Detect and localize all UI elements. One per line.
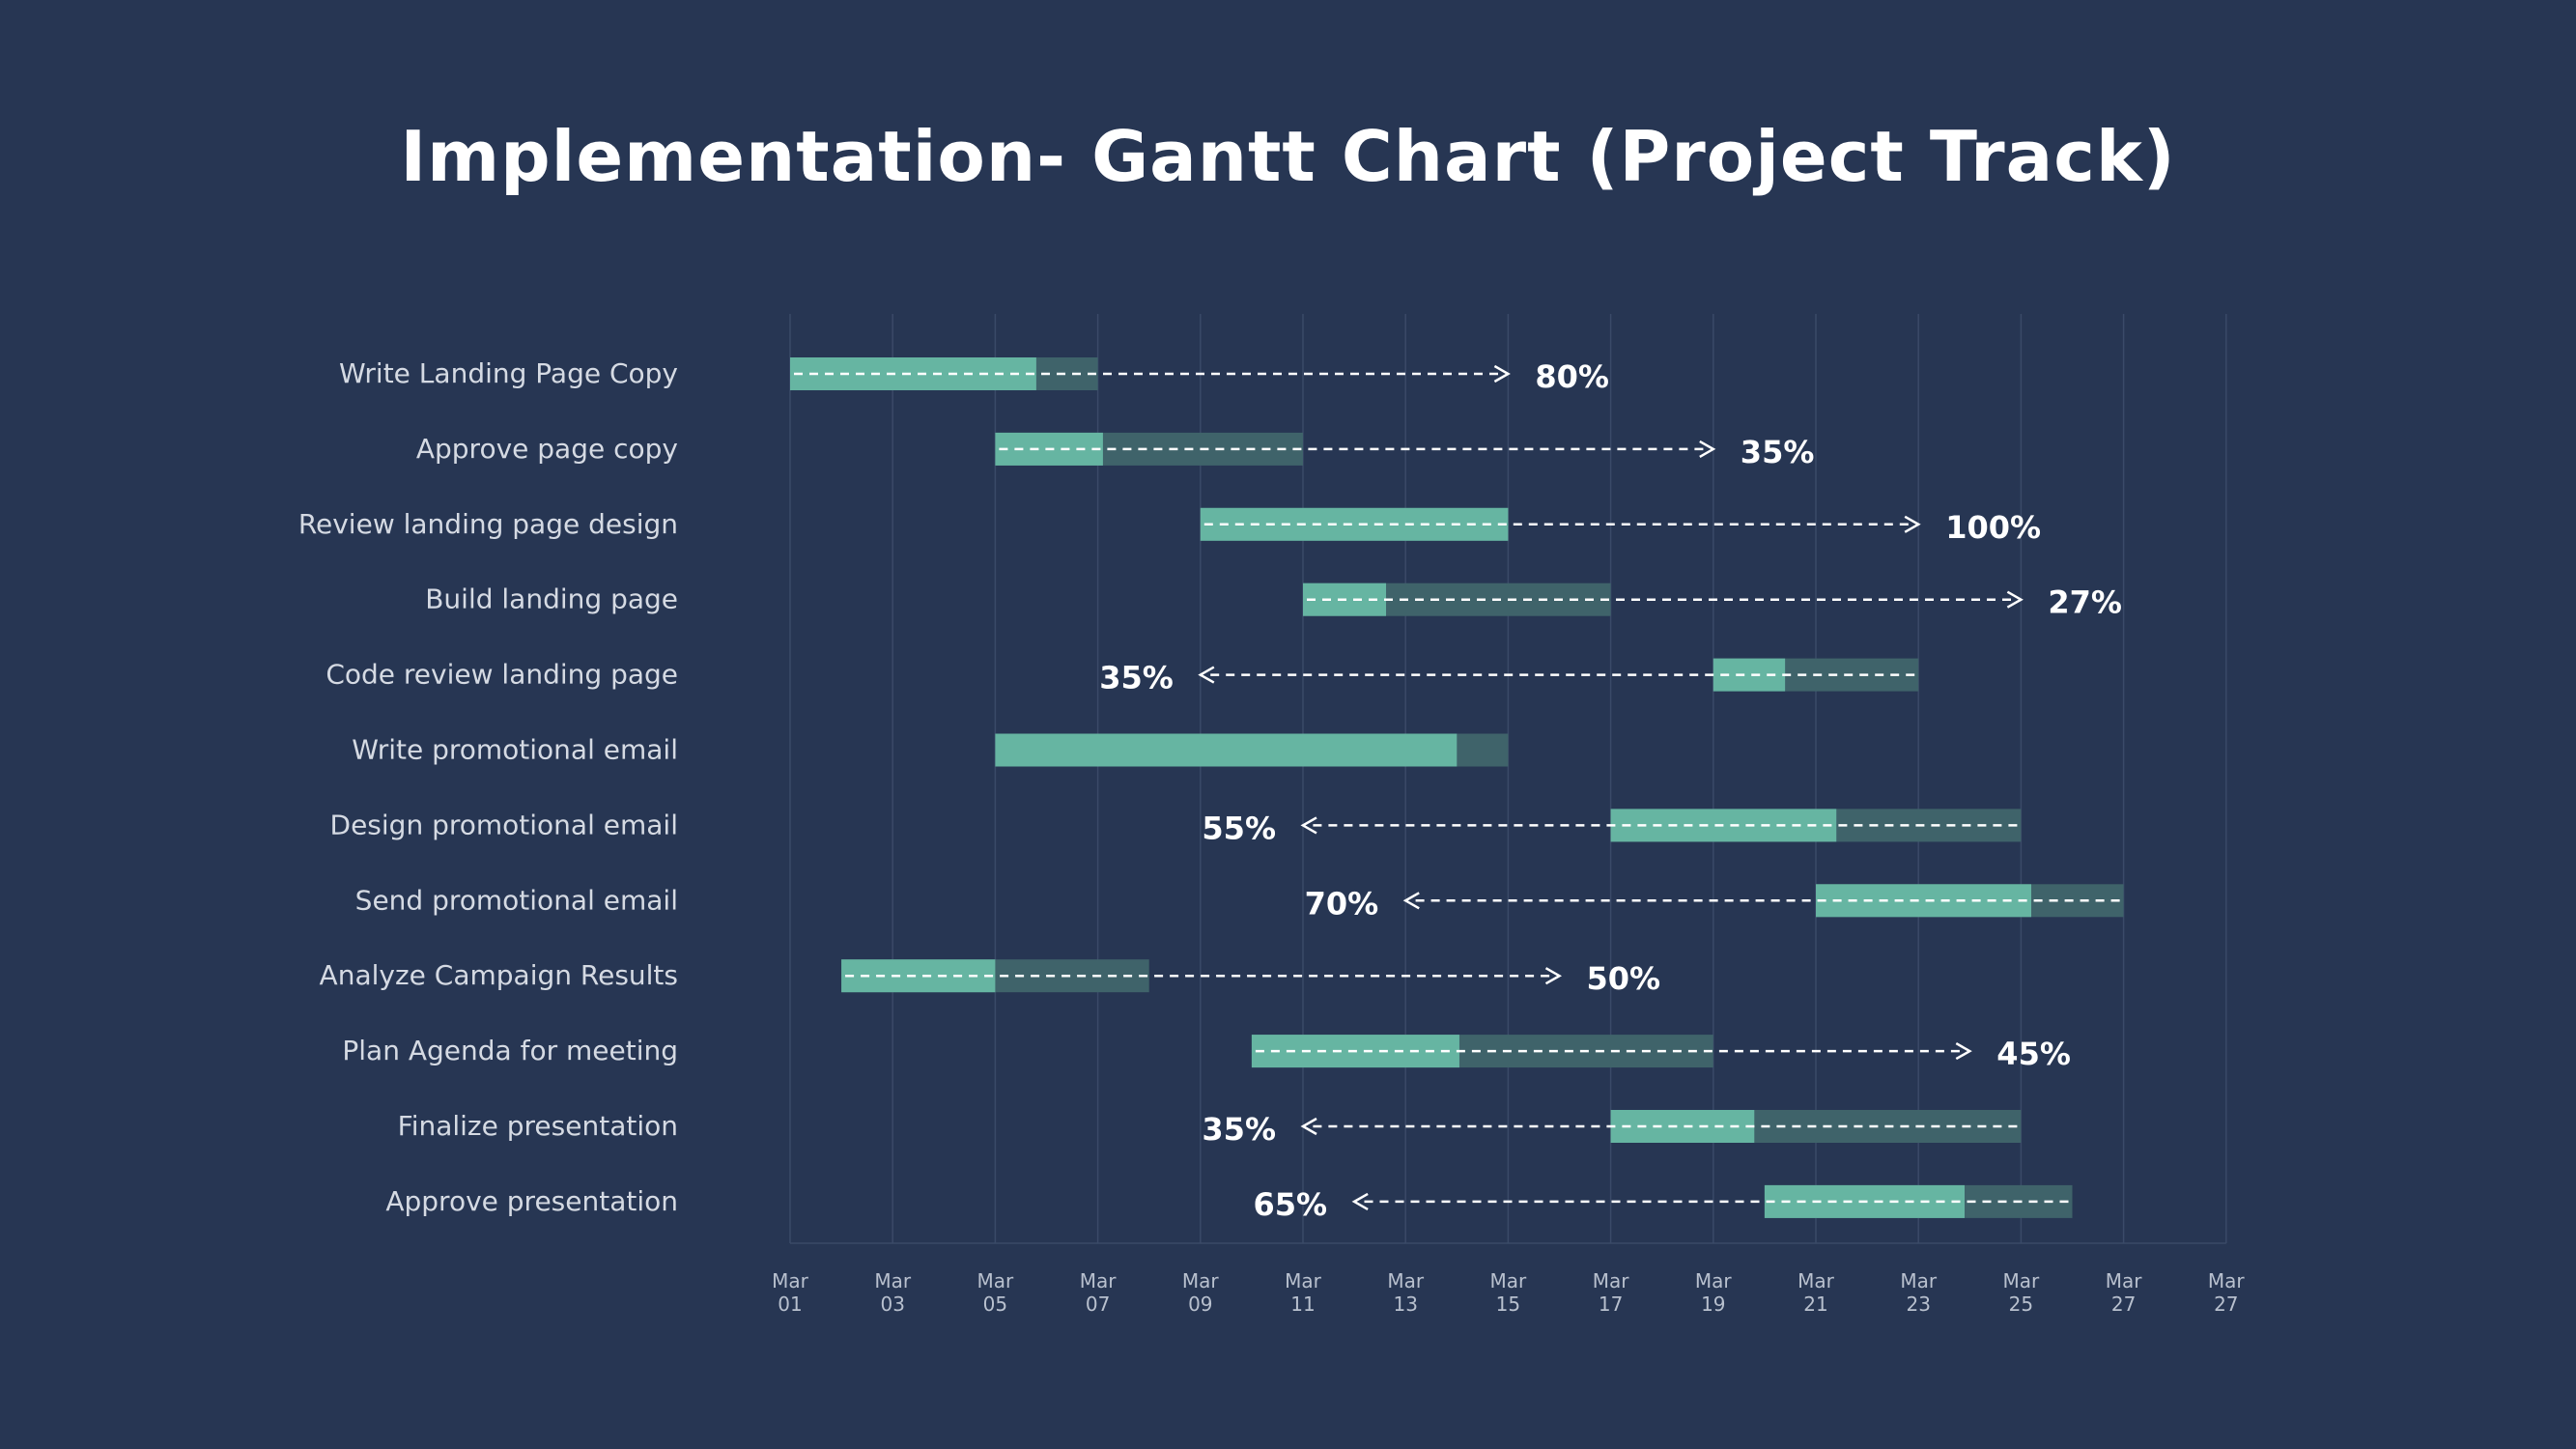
task-label: Design promotional email: [330, 809, 678, 840]
task-bars: [790, 357, 2124, 1218]
task-label: Build landing page: [425, 583, 678, 615]
x-tick-day: 21: [1803, 1293, 1827, 1316]
percent-label: 55%: [1202, 810, 1276, 846]
x-tick-day: 13: [1393, 1293, 1417, 1316]
task-bar-completed: [1200, 507, 1509, 541]
percent-labels: 80% 35% 100% 27% 35% 55% 70% 50% 45% 35% 65%: [1099, 358, 2122, 1223]
percent-label: 35%: [1741, 434, 1815, 470]
percent-label: 35%: [1202, 1111, 1276, 1148]
task-label: Write promotional email: [352, 734, 678, 766]
x-tick-month: Mar: [1387, 1269, 1425, 1293]
x-tick-day: 11: [1290, 1293, 1315, 1316]
x-tick-month: Mar: [2106, 1269, 2143, 1293]
task-label: Code review landing page: [326, 659, 678, 691]
chart-title: Implementation- Gantt Chart (Project Tra…: [400, 116, 2176, 197]
x-axis-ticks: Mar01Mar03Mar05Mar07Mar09Mar11Mar13Mar15…: [772, 1269, 2245, 1316]
percent-label: 45%: [1996, 1036, 2071, 1072]
task-labels: Write Landing Page Copy Approve page copy…: [298, 357, 678, 1217]
x-tick-day: 05: [983, 1293, 1007, 1316]
x-tick-month: Mar: [2208, 1269, 2246, 1293]
x-tick-month: Mar: [977, 1269, 1015, 1293]
task-bar-completed: [995, 733, 1458, 767]
percent-label: 35%: [1099, 660, 1174, 696]
x-tick-day: 25: [2009, 1293, 2033, 1316]
x-tick-day: 09: [1188, 1293, 1212, 1316]
x-tick-month: Mar: [1080, 1269, 1118, 1293]
task-label: Write Landing Page Copy: [339, 357, 678, 389]
task-label: Send promotional email: [355, 884, 678, 916]
progress-arrow-head: [1402, 892, 1420, 910]
x-tick-month: Mar: [1285, 1269, 1322, 1293]
x-tick-month: Mar: [1593, 1269, 1630, 1293]
task-bar-completed: [1816, 884, 2032, 918]
x-tick-day: 15: [1496, 1293, 1520, 1316]
x-tick-month: Mar: [1900, 1269, 1938, 1293]
progress-arrows: [794, 364, 2120, 1210]
task-label: Finalize presentation: [398, 1110, 678, 1142]
x-tick-day: 27: [2214, 1293, 2238, 1316]
progress-arrow-head: [1198, 666, 1215, 684]
percent-label: 27%: [2048, 584, 2122, 621]
progress-arrow-head: [1300, 816, 1317, 835]
x-tick-day: 03: [880, 1293, 904, 1316]
x-tick-day: 17: [1599, 1293, 1623, 1316]
task-label: Approve presentation: [385, 1185, 678, 1217]
percent-label: 70%: [1305, 885, 1379, 922]
x-tick-day: 07: [1086, 1293, 1110, 1316]
x-tick-day: 01: [778, 1293, 802, 1316]
progress-arrow-head: [1300, 1117, 1317, 1136]
percent-label: 100%: [1945, 509, 2041, 546]
x-tick-month: Mar: [874, 1269, 912, 1293]
x-tick-month: Mar: [772, 1269, 809, 1293]
x-tick-month: Mar: [1490, 1269, 1528, 1293]
task-label: Review landing page design: [298, 508, 678, 540]
task-label: Plan Agenda for meeting: [342, 1035, 678, 1066]
progress-arrow-head: [1493, 364, 1511, 384]
x-tick-day: 27: [2111, 1293, 2136, 1316]
x-tick-month: Mar: [1798, 1269, 1835, 1293]
x-tick-month: Mar: [1182, 1269, 1220, 1293]
x-tick-month: Mar: [1695, 1269, 1733, 1293]
percent-label: 80%: [1535, 358, 1609, 395]
percent-label: 50%: [1587, 960, 1661, 997]
gridlines: [789, 314, 2227, 1244]
task-label: Approve page copy: [416, 433, 678, 465]
progress-arrow-head: [1351, 1192, 1369, 1210]
progress-arrow-head: [2006, 590, 2024, 609]
progress-arrow-head: [1544, 967, 1563, 985]
x-tick-day: 19: [1701, 1293, 1725, 1316]
percent-label: 65%: [1254, 1186, 1328, 1223]
x-tick-day: 23: [1906, 1293, 1930, 1316]
progress-arrow-head: [1699, 440, 1716, 458]
task-label: Analyze Campaign Results: [320, 959, 678, 991]
x-tick-month: Mar: [2003, 1269, 2041, 1293]
progress-arrow-head: [1904, 515, 1921, 533]
progress-arrow-head: [1955, 1042, 1972, 1061]
